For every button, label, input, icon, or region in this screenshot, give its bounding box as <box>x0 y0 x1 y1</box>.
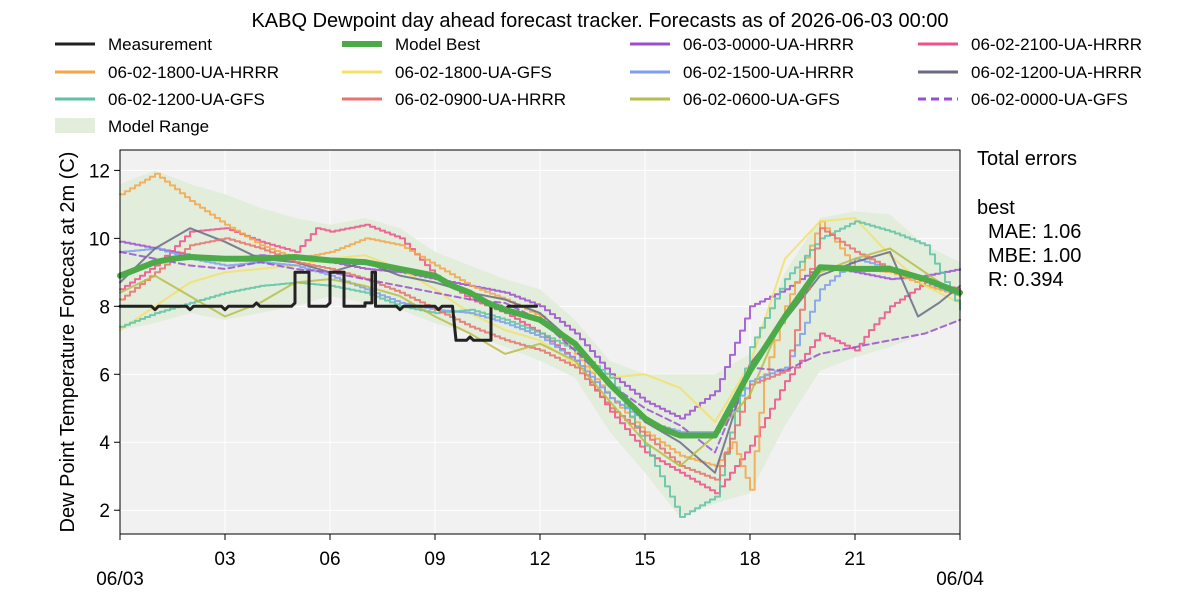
legend: Measurement Model Best 06-03-0000-UA-HRRR 0… <box>55 35 1142 136</box>
legend-label-measurement: Measurement <box>108 35 212 54</box>
x-tick-label-21: 21 <box>844 549 865 570</box>
legend-label-06-02-2100-ua-hrrr: 06-02-2100-UA-HRRR <box>971 35 1142 54</box>
y-tick-label-4: 4 <box>99 433 110 454</box>
y-tick-label-10: 10 <box>89 229 110 250</box>
legend-label-06-02-1500-ua-hrrr: 06-02-1500-UA-HRRR <box>683 63 854 82</box>
series-line-06-02-1800-ua-gfs <box>119 217 961 423</box>
series-group <box>117 172 963 518</box>
errors-model: best <box>977 197 1015 219</box>
legend-label-06-02-1200-ua-gfs: 06-02-1200-UA-GFS <box>108 90 265 109</box>
legend-label-06-02-0600-ua-gfs: 06-02-0600-UA-GFS <box>683 90 840 109</box>
x-tick-label-18: 18 <box>739 549 760 570</box>
legend-label-06-02-1800-ua-hrrr: 06-02-1800-UA-HRRR <box>108 63 279 82</box>
chart-title: KABQ Dewpoint day ahead forecast tracker… <box>251 10 948 32</box>
x-tick-label-09: 09 <box>424 549 445 570</box>
x-tick-label-03: 03 <box>214 549 235 570</box>
legend-label-model-range: Model Range <box>108 117 209 136</box>
x-tick-label-15: 15 <box>634 549 655 570</box>
legend-label-06-02-1800-ua-gfs: 06-02-1800-UA-GFS <box>395 63 552 82</box>
legend-label-06-02-0000-ua-gfs: 06-02-0000-UA-GFS <box>971 90 1128 109</box>
legend-label-model-best: Model Best <box>395 35 480 54</box>
errors-mbe: MBE: 1.00 <box>988 245 1081 267</box>
y-axis-label: Dew Point Temperature Forecast at 2m (C) <box>57 152 79 533</box>
x-date-label-1: 06/04 <box>936 569 984 590</box>
x-tick-label-06: 06 <box>319 549 340 570</box>
legend-label-06-02-1200-ua-hrrr: 06-02-1200-UA-HRRR <box>971 63 1142 82</box>
x-axis: 03 06 09 12 15 18 21 06/03 06/04 <box>96 534 984 590</box>
errors-r: R: 0.394 <box>988 269 1064 291</box>
legend-label-06-02-0900-ua-hrrr: 06-02-0900-UA-HRRR <box>395 90 566 109</box>
y-tick-label-12: 12 <box>89 161 110 182</box>
legend-label-06-03-0000-ua-hrrr: 06-03-0000-UA-HRRR <box>683 35 854 54</box>
errors-mae: MAE: 1.06 <box>988 221 1081 243</box>
series-line-measurement <box>118 270 538 342</box>
series-line-model-best <box>117 254 963 439</box>
y-tick-label-8: 8 <box>99 297 110 318</box>
series-line-06-02-0900-ua-hrrr <box>119 227 961 481</box>
y-axis: 2 4 6 8 10 12 <box>89 161 120 522</box>
y-tick-label-2: 2 <box>99 501 110 522</box>
total-errors-panel: Total errors best MAE: 1.06 MBE: 1.00 R:… <box>977 148 1081 291</box>
x-tick-label-12: 12 <box>529 549 550 570</box>
y-tick-label-6: 6 <box>99 365 110 386</box>
errors-heading: Total errors <box>977 148 1077 170</box>
x-date-label-0: 06/03 <box>96 569 144 590</box>
legend-swatch-model-range <box>55 118 95 133</box>
